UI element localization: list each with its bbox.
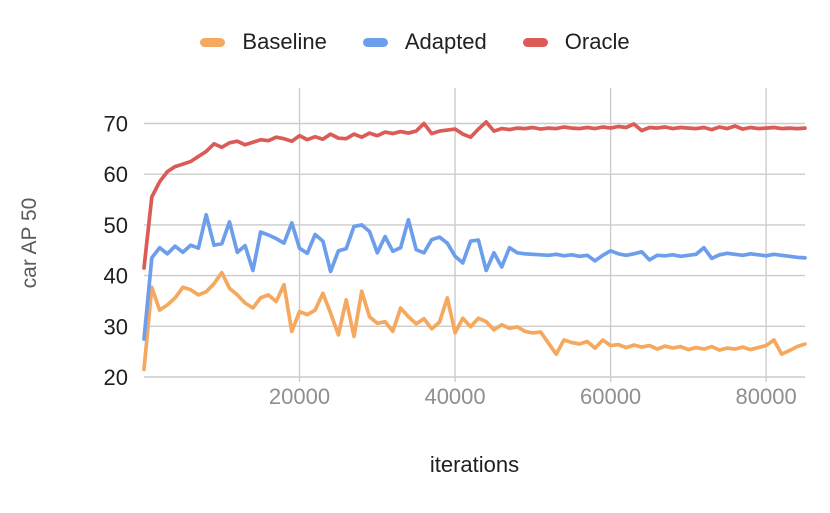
x-tick-label: 40000 xyxy=(424,384,485,409)
y-tick-label: 60 xyxy=(104,162,128,187)
x-axis-title: iterations xyxy=(430,452,519,477)
legend-swatch xyxy=(362,37,388,47)
legend-item: Adapted xyxy=(362,29,487,54)
y-tick-label: 40 xyxy=(104,264,128,289)
y-axis-title: car AP 50 xyxy=(18,198,41,289)
axis-labels: 20 30 40 50 60 70 20000 40000 60000 80000 iteratio… xyxy=(18,111,797,477)
legend-item: Oracle xyxy=(522,29,630,54)
line-chart-canvas: 20 30 40 50 60 70 20000 40000 60000 80000 iteratio… xyxy=(18,88,807,477)
chart-legend: Baseline Adapted Oracle xyxy=(0,26,830,58)
y-tick-label: 20 xyxy=(104,365,128,390)
y-tick-label: 70 xyxy=(104,111,128,136)
legend-label: Baseline xyxy=(242,29,327,54)
y-tick-label: 50 xyxy=(104,213,128,238)
series-line-adapted xyxy=(142,212,807,341)
x-tick-label: 80000 xyxy=(736,384,797,409)
gridlines xyxy=(144,88,805,382)
series-line-oracle xyxy=(142,120,807,270)
legend-label: Oracle xyxy=(564,29,630,54)
legend-swatch xyxy=(522,37,548,47)
legend-swatch xyxy=(200,37,226,47)
legend-item: Baseline xyxy=(200,29,327,54)
legend-label: Adapted xyxy=(404,29,487,54)
x-tick-label: 60000 xyxy=(580,384,641,409)
x-tick-label: 20000 xyxy=(269,384,330,409)
y-tick-label: 30 xyxy=(104,314,128,339)
series-line-baseline xyxy=(142,270,807,372)
